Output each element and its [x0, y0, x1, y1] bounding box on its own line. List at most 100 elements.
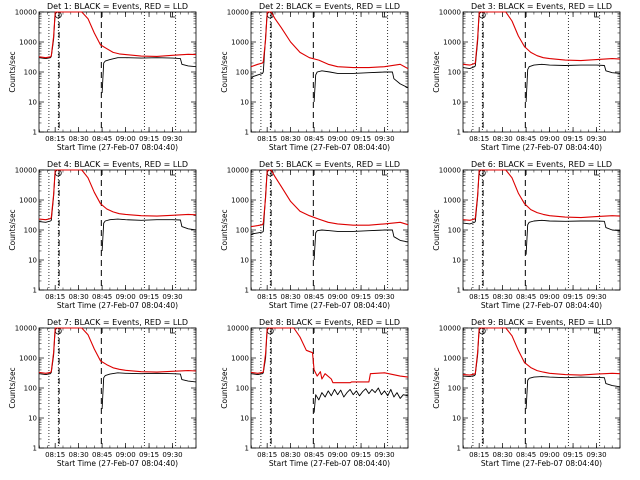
x-tick-label: 08:45	[304, 293, 324, 301]
x-tick-label: 08:30	[493, 135, 513, 143]
panel-det-2: Det 2: BLACK = Events, RED = LLD 1 10 100 10…	[220, 2, 409, 152]
x-tick-label: 08:30	[281, 293, 301, 301]
x-axis-label: Start Time (27-Feb-07 08:04:40)	[269, 301, 390, 310]
y-tick-label: 10	[452, 257, 461, 265]
x-tick-label: 09:30	[162, 293, 182, 301]
y-tick-label: 1	[33, 445, 37, 453]
y-tick-label: 100	[448, 385, 461, 393]
x-axis-label: Start Time (27-Feb-07 08:04:40)	[57, 301, 178, 310]
y-tick-label: 100	[448, 69, 461, 77]
x-tick-label: 09:15	[351, 135, 371, 143]
panel-det-3: Det 3: BLACK = Events, RED = LLD 1 10 100 10…	[432, 2, 621, 152]
x-tick-label: 09:30	[162, 135, 182, 143]
x-tick-label: 08:45	[92, 293, 112, 301]
y-tick-label: 10000	[439, 9, 461, 17]
x-tick-label: 09:30	[374, 293, 394, 301]
x-tick-label: 09:00	[539, 135, 559, 143]
x-axis-label: Start Time (27-Feb-07 08:04:40)	[481, 459, 602, 468]
x-tick-label: 09:15	[351, 293, 371, 301]
panel-det-4: Det 4: BLACK = Events, RED = LLD 1 10 100 10…	[8, 160, 197, 310]
x-tick-label: 09:00	[327, 293, 347, 301]
x-tick-label: 09:00	[327, 135, 347, 143]
x-tick-label: 08:30	[493, 451, 513, 459]
panel-title: Det 7: BLACK = Events, RED = LLD	[47, 318, 188, 327]
x-tick-label: 09:15	[563, 293, 583, 301]
y-tick-label: 100	[24, 69, 37, 77]
panel-title: Det 4: BLACK = Events, RED = LLD	[47, 160, 188, 169]
x-tick-label: 08:15	[469, 135, 489, 143]
x-tick-label: 08:45	[92, 135, 112, 143]
x-axis-label: Start Time (27-Feb-07 08:04:40)	[481, 143, 602, 152]
y-tick-label: 10	[452, 415, 461, 423]
plot-frame	[250, 327, 409, 449]
series-events-line	[462, 169, 621, 255]
panel-title: Det 5: BLACK = Events, RED = LLD	[259, 160, 400, 169]
x-tick-label: 08:30	[69, 293, 89, 301]
x-tick-label: 09:00	[539, 293, 559, 301]
x-tick-label: 09:15	[139, 135, 159, 143]
y-tick-label: 10	[240, 99, 249, 107]
y-tick-label: 100	[24, 227, 37, 235]
bracket-marker	[382, 12, 388, 18]
x-tick-label: 08:45	[516, 451, 536, 459]
x-tick-label: 08:15	[469, 293, 489, 301]
series-lld-line	[462, 169, 621, 221]
y-tick-label: 100	[236, 227, 249, 235]
y-tick-label: 10000	[439, 167, 461, 175]
y-axis-label: Counts/sec	[432, 367, 441, 408]
x-axis-label: Start Time (27-Feb-07 08:04:40)	[481, 301, 602, 310]
x-tick-label: 09:00	[115, 293, 135, 301]
panel-det-1: Det 1: BLACK = Events, RED = LLD 1 10 100 10…	[8, 2, 197, 152]
plot-frame	[38, 169, 197, 291]
x-tick-label: 08:30	[281, 135, 301, 143]
bracket-marker	[382, 170, 388, 176]
y-tick-label: 1000	[231, 197, 249, 205]
y-tick-label: 10000	[15, 167, 37, 175]
series-events-line	[250, 327, 409, 413]
x-tick-label: 08:30	[69, 135, 89, 143]
x-tick-label: 08:45	[92, 451, 112, 459]
y-axis-label: Counts/sec	[220, 209, 229, 250]
y-tick-label: 1000	[19, 355, 37, 363]
series-events-line	[250, 11, 409, 103]
x-tick-label: 09:15	[563, 451, 583, 459]
y-tick-label: 1000	[19, 197, 37, 205]
y-axis-label: Counts/sec	[8, 51, 17, 92]
y-tick-label: 10	[240, 415, 249, 423]
y-tick-label: 1	[33, 287, 37, 295]
y-tick-label: 10	[452, 99, 461, 107]
bracket-marker	[594, 328, 600, 334]
series-events-line	[38, 169, 197, 252]
y-tick-label: 10000	[227, 167, 249, 175]
panel-title: Det 9: BLACK = Events, RED = LLD	[471, 318, 612, 327]
y-tick-label: 10000	[439, 325, 461, 333]
y-axis-label: Counts/sec	[220, 51, 229, 92]
x-tick-label: 09:30	[586, 451, 606, 459]
x-tick-label: 08:15	[45, 293, 65, 301]
panel-title: Det 1: BLACK = Events, RED = LLD	[47, 2, 188, 11]
y-tick-label: 10	[28, 415, 37, 423]
panel-det-6: Det 6: BLACK = Events, RED = LLD 1 10 100 10…	[432, 160, 621, 310]
y-tick-label: 100	[448, 227, 461, 235]
x-tick-label: 08:45	[304, 135, 324, 143]
series-events-line	[250, 169, 409, 261]
series-lld-line	[38, 327, 197, 374]
x-axis-label: Start Time (27-Feb-07 08:04:40)	[269, 459, 390, 468]
bracket-marker	[594, 12, 600, 18]
y-tick-label: 1	[33, 129, 37, 137]
y-tick-label: 1000	[443, 197, 461, 205]
plot-frame	[38, 11, 197, 133]
x-tick-label: 09:30	[162, 451, 182, 459]
panel-title: Det 2: BLACK = Events, RED = LLD	[259, 2, 400, 11]
y-axis-label: Counts/sec	[8, 209, 17, 250]
panel-det-5: Det 5: BLACK = Events, RED = LLD 1 10 100 10…	[220, 160, 409, 310]
y-axis-label: Counts/sec	[8, 367, 17, 408]
x-axis-label: Start Time (27-Feb-07 08:04:40)	[269, 143, 390, 152]
x-tick-label: 09:15	[563, 135, 583, 143]
x-tick-label: 09:15	[351, 451, 371, 459]
y-tick-label: 1	[245, 129, 249, 137]
y-tick-label: 10	[240, 257, 249, 265]
y-axis-label: Counts/sec	[220, 367, 229, 408]
y-tick-label: 100	[236, 385, 249, 393]
panel-title: Det 8: BLACK = Events, RED = LLD	[259, 318, 400, 327]
